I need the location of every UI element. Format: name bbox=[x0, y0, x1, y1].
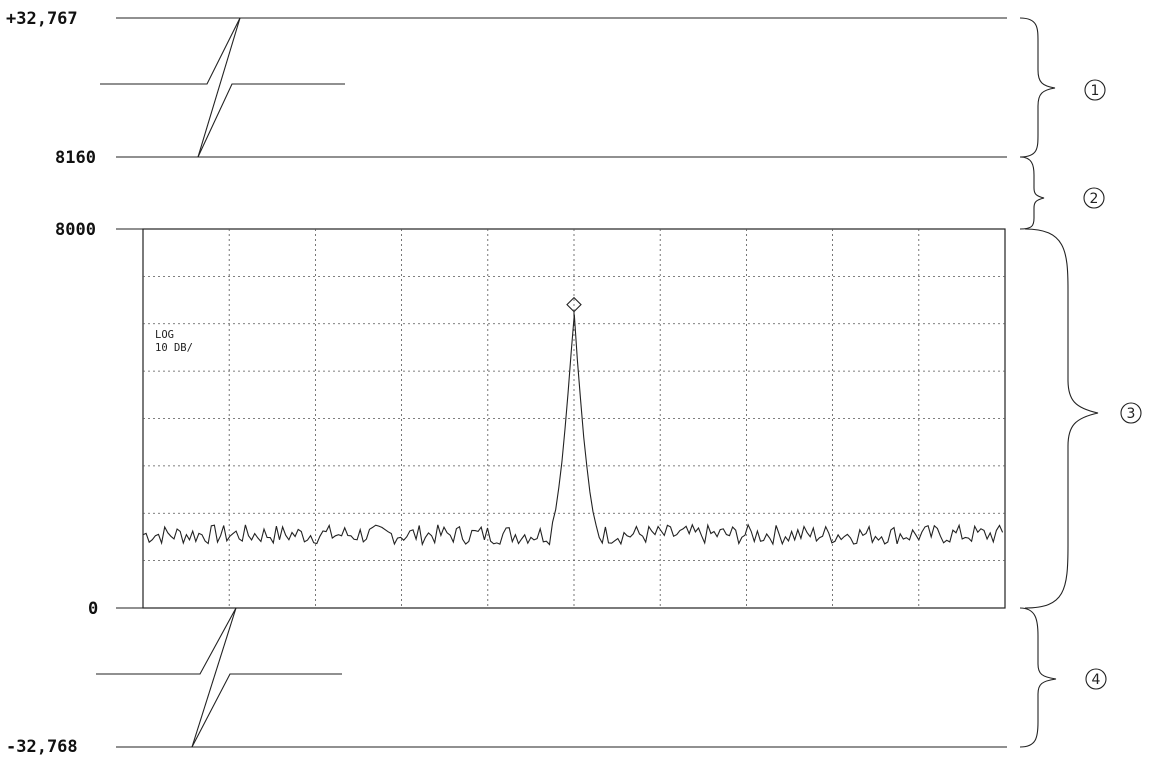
region-4-number: 4 bbox=[1092, 672, 1101, 688]
graticule bbox=[143, 229, 1005, 608]
region-3-brace bbox=[1024, 228, 1099, 609]
spectrum-trace bbox=[142, 314, 1004, 547]
region-1-callout: 1 bbox=[1084, 79, 1106, 101]
region-4-brace bbox=[1019, 607, 1057, 748]
label-8160: 8160 bbox=[55, 148, 96, 168]
region-3-callout: 3 bbox=[1120, 402, 1142, 424]
scale-mode-label: LOG bbox=[155, 329, 174, 341]
region-4-callout: 4 bbox=[1085, 668, 1107, 690]
region-2-number: 2 bbox=[1090, 191, 1099, 207]
label-zero: 0 bbox=[88, 599, 98, 619]
region-2-callout: 2 bbox=[1083, 187, 1105, 209]
label-plus-32767: +32,767 bbox=[6, 9, 78, 29]
label-8000: 8000 bbox=[55, 220, 96, 240]
label-minus-32768: -32,768 bbox=[6, 737, 78, 757]
region-1-number: 1 bbox=[1091, 83, 1100, 99]
region-2-brace bbox=[1019, 156, 1045, 230]
region-3-number: 3 bbox=[1127, 406, 1136, 422]
peak-marker-diamond-icon bbox=[566, 296, 582, 317]
axis-break-lower bbox=[96, 607, 342, 748]
region-1-brace bbox=[1019, 17, 1056, 158]
axis-break-upper bbox=[100, 17, 345, 158]
scale-per-div-label: 10 DB/ bbox=[155, 342, 193, 354]
